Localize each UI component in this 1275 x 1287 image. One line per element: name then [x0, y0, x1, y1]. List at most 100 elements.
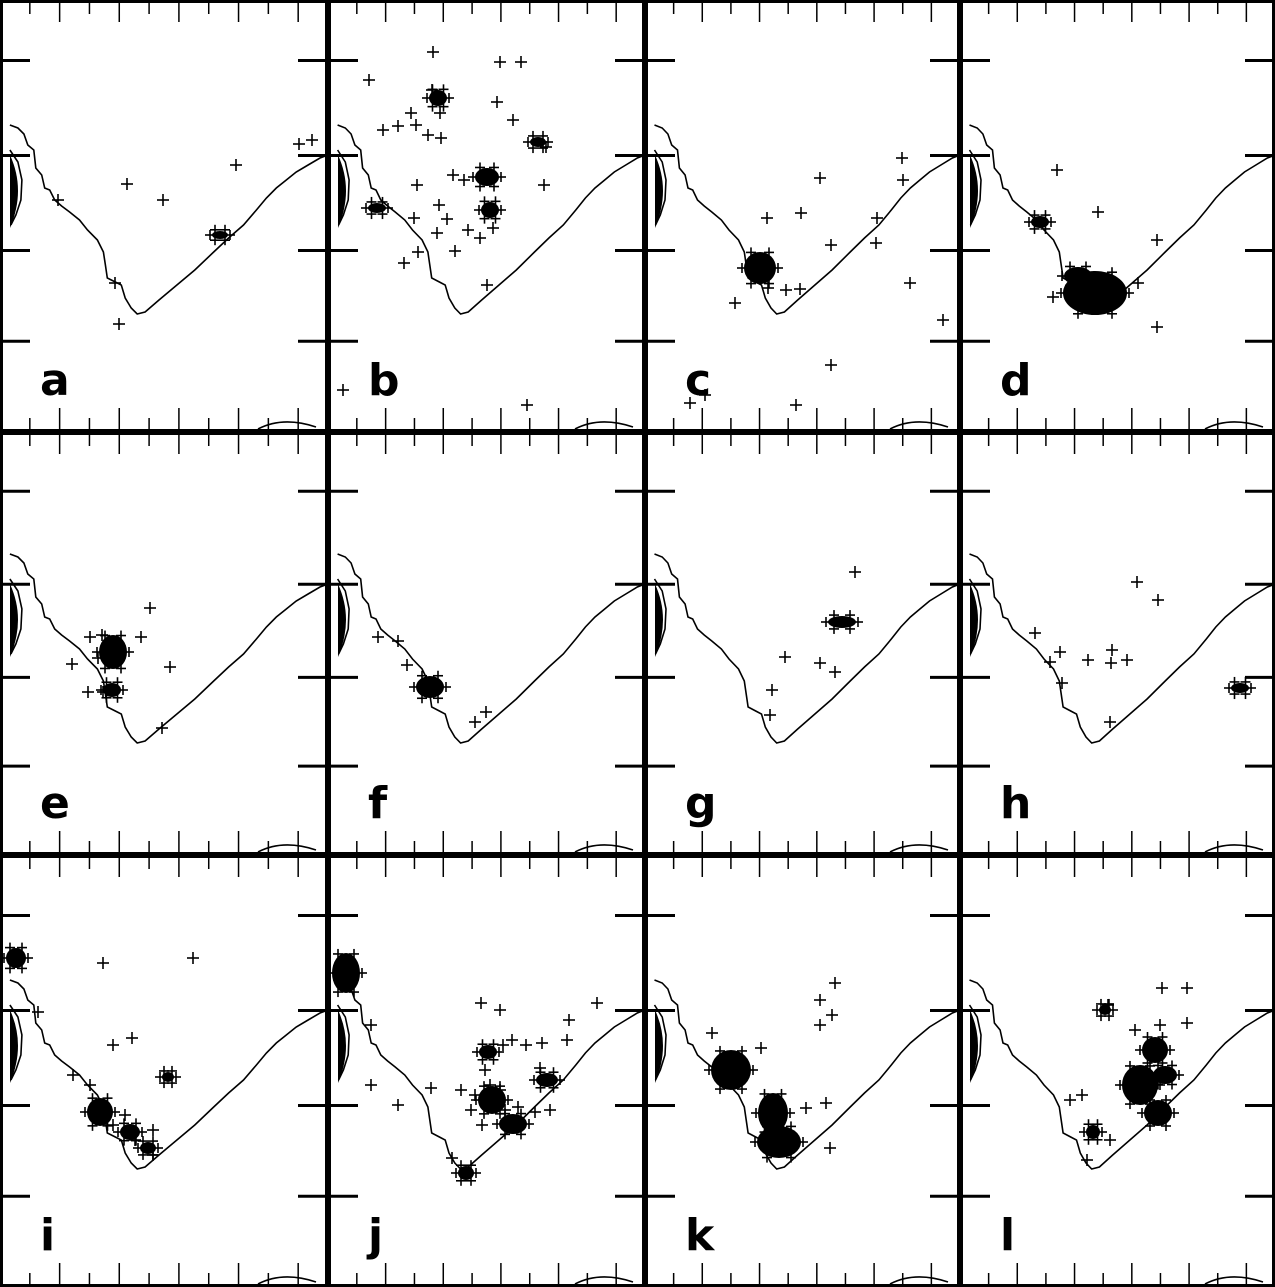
- event-cluster: [103, 683, 121, 697]
- event-cluster: [99, 635, 127, 669]
- panel-label-g: g: [685, 778, 717, 829]
- coastline-shade: [970, 1010, 978, 1083]
- event-cluster: [1231, 683, 1249, 693]
- panel-frame: [328, 0, 645, 432]
- coastline-shade: [655, 1010, 663, 1083]
- panel-g: g: [645, 432, 961, 855]
- panel-label-a: a: [40, 355, 70, 406]
- panel-b: b: [328, 0, 646, 432]
- panel-c: c: [645, 0, 961, 432]
- frame-arc: [1204, 1276, 1264, 1285]
- coastline: [337, 553, 646, 744]
- event-cluster: [828, 616, 856, 628]
- event-cluster: [140, 1142, 156, 1154]
- panel-frame: [328, 432, 645, 855]
- coastline-lobe: [336, 149, 350, 226]
- coastline-shade: [655, 584, 663, 657]
- event-cluster: [87, 1098, 113, 1126]
- panel-frame: [960, 432, 1275, 855]
- panel-frame: [960, 855, 1275, 1287]
- coastline-lobe: [653, 578, 667, 655]
- frame-arc: [257, 1276, 317, 1285]
- event-cluster: [1086, 1125, 1100, 1139]
- coastline-shade: [10, 1010, 18, 1083]
- event-cluster: [429, 90, 447, 106]
- panel-frame: [0, 855, 328, 1287]
- coastline: [969, 553, 1275, 744]
- panel-label-i: i: [40, 1210, 55, 1261]
- coastline-lobe: [9, 149, 23, 226]
- frame-arc: [1204, 844, 1264, 853]
- event-cluster: [536, 1073, 558, 1087]
- event-cluster: [416, 676, 444, 698]
- frame-arc: [889, 1276, 949, 1285]
- frame-arc: [1204, 421, 1264, 430]
- event-cluster: [6, 948, 26, 968]
- panel-frame: [0, 432, 328, 855]
- coastline-lobe: [968, 578, 982, 655]
- event-cluster: [162, 1072, 174, 1082]
- event-cluster: [744, 252, 776, 284]
- event-cluster: [212, 231, 228, 239]
- event-cluster: [530, 137, 546, 147]
- coastline: [9, 553, 329, 744]
- panel-label-k: k: [685, 1210, 716, 1261]
- event-cluster: [478, 1086, 506, 1114]
- event-cluster: [120, 1124, 140, 1140]
- event-cluster: [758, 1093, 788, 1133]
- event-cluster: [1122, 1065, 1158, 1105]
- panel-frame: [645, 0, 960, 432]
- event-cluster: [332, 953, 360, 993]
- event-cluster: [479, 1045, 497, 1059]
- coastline-shade: [655, 155, 663, 228]
- panel-frame: [960, 0, 1275, 432]
- panel-label-c: c: [685, 355, 711, 406]
- coastline-shade: [338, 584, 346, 657]
- panel-label-d: d: [1000, 355, 1032, 406]
- coastline: [969, 979, 1275, 1170]
- frame-arc: [889, 421, 949, 430]
- panel-frame: [645, 432, 960, 855]
- event-cluster: [1153, 1066, 1177, 1084]
- coastline: [9, 124, 329, 315]
- coastline: [337, 979, 646, 1170]
- panel-label-l: l: [1000, 1210, 1015, 1261]
- event-cluster: [475, 168, 499, 186]
- coastline-lobe: [336, 1004, 350, 1081]
- coastline-lobe: [9, 1004, 23, 1081]
- frame-arc: [257, 421, 317, 430]
- frame-arc: [889, 844, 949, 853]
- coastline-shade: [10, 584, 18, 657]
- panel-e: e: [0, 432, 329, 855]
- panel-label-f: f: [368, 778, 388, 829]
- coastline-lobe: [9, 578, 23, 655]
- panel-label-j: j: [366, 1210, 383, 1261]
- coastline-lobe: [653, 1004, 667, 1081]
- event-cluster: [499, 1114, 527, 1134]
- event-cluster: [711, 1050, 751, 1090]
- panel-d: d: [960, 0, 1275, 432]
- panel-l: l: [960, 855, 1275, 1287]
- panel-frame: [645, 855, 960, 1287]
- panel-label-b: b: [368, 355, 400, 406]
- panel-a: a: [0, 0, 329, 432]
- panel-h: h: [960, 432, 1275, 855]
- event-cluster: [481, 202, 499, 218]
- coastline: [9, 979, 329, 1170]
- event-cluster: [368, 203, 386, 213]
- coastline-lobe: [968, 1004, 982, 1081]
- event-cluster: [1099, 1005, 1111, 1015]
- frame-arc: [574, 421, 634, 430]
- panel-frame: [0, 0, 328, 432]
- coastline-shade: [338, 155, 346, 228]
- frame-arc: [574, 1276, 634, 1285]
- event-cluster: [1142, 1037, 1168, 1063]
- coastline-shade: [970, 584, 978, 657]
- coastline: [654, 553, 961, 744]
- event-cluster: [1031, 216, 1049, 228]
- panel-label-h: h: [1000, 778, 1031, 829]
- panel-k: k: [645, 855, 961, 1287]
- coastline: [337, 124, 646, 315]
- coastline: [654, 124, 961, 315]
